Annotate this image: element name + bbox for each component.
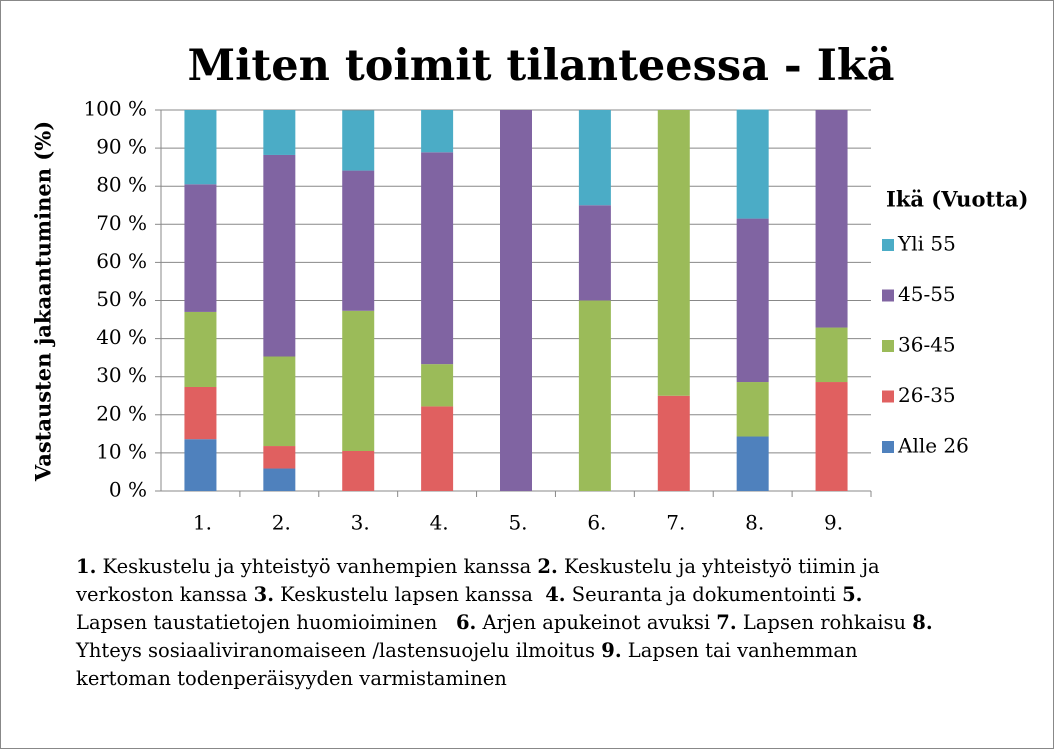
- bar-segment: [578, 110, 611, 206]
- legend-label: Alle 26: [897, 434, 969, 458]
- bar-segment: [736, 436, 769, 491]
- footnote-number: 8.: [912, 611, 933, 634]
- footnote-text: Yhteys sosiaaliviranomaiseen /lastensuoj…: [76, 611, 939, 662]
- bar-segment: [184, 439, 217, 491]
- x-tick-label: 1.: [193, 511, 212, 535]
- footnote-number: 6.: [455, 611, 477, 634]
- x-tick-label: 5.: [508, 511, 527, 535]
- footnote-number: 9.: [601, 639, 622, 662]
- legend-swatch: [882, 441, 894, 453]
- footnote-text: Arjen apukeinot avuksi: [476, 611, 717, 634]
- bar-segment: [263, 446, 296, 469]
- bar-segment: [657, 395, 690, 491]
- y-tick-label: 10 %: [96, 439, 147, 463]
- bar-segment: [736, 218, 769, 383]
- footnote-text: Keskustelu lapsen kanssa: [273, 583, 546, 606]
- bar-segment: [736, 382, 769, 437]
- y-tick-label: 20 %: [96, 401, 147, 425]
- x-tick-label: 7.: [666, 511, 685, 535]
- bar-segment: [421, 364, 454, 407]
- bar-segment: [421, 110, 454, 153]
- bar-segment: [263, 356, 296, 447]
- y-tick-label: 70 %: [96, 211, 147, 235]
- legend-swatch: [882, 390, 894, 403]
- footnote-text: Lapsen rohkaisu: [736, 611, 913, 634]
- footnote-number: 3.: [253, 583, 274, 606]
- y-tick-label: 0 %: [109, 478, 147, 502]
- footnote-number: 1.: [76, 555, 97, 578]
- y-tick-label: 60 %: [96, 249, 147, 273]
- bar-segment: [578, 300, 611, 491]
- x-tick-label: 3.: [351, 511, 370, 535]
- bar-segment: [657, 110, 690, 396]
- footnote-text: Lapsen taustatietojen huomioiminen: [76, 583, 869, 634]
- bar-segment: [815, 110, 848, 328]
- legend-swatch: [882, 239, 894, 251]
- y-tick-label: 100 %: [83, 97, 147, 121]
- footnote-number: 5.: [842, 583, 863, 606]
- footnote-text: Keskustelu ja yhteistyö tiimin ja verkos…: [76, 555, 886, 606]
- legend-title: Ikä (Vuotta): [886, 187, 1028, 212]
- bar-segment: [421, 152, 454, 365]
- bar-segment: [263, 468, 296, 491]
- y-tick-label: 30 %: [96, 363, 147, 387]
- bar-segment: [736, 109, 769, 219]
- bar-segment: [815, 382, 848, 491]
- x-tick-label: 6.: [587, 511, 606, 535]
- bar-segment: [815, 327, 848, 383]
- bar-segment: [263, 154, 296, 357]
- legend-swatch: [882, 289, 894, 302]
- y-tick-label: 80 %: [96, 173, 147, 197]
- legend-swatch: [882, 340, 894, 352]
- bar-segment: [263, 110, 296, 155]
- bar-segment: [184, 184, 217, 312]
- bar-segment: [184, 110, 217, 185]
- footnote: 1. Keskustelu ja yhteistyö vanhempien ka…: [76, 553, 936, 693]
- legend-label: 36-45: [898, 333, 956, 357]
- footnote-number: 7.: [716, 611, 737, 634]
- legend-label: 45-55: [898, 282, 956, 306]
- x-tick-label: 4.: [430, 511, 449, 535]
- y-tick-label: 40 %: [96, 325, 147, 349]
- y-axis-label: Vastausten jakaantuminen (%): [31, 121, 56, 482]
- y-tick-label: 50 %: [96, 287, 147, 311]
- chart: Miten toimit tilanteessa - Ikä Vastauste…: [31, 41, 1029, 535]
- bar-segment: [500, 110, 532, 491]
- chart-title: Miten toimit tilanteessa - Ikä: [187, 41, 894, 91]
- y-tick-label: 90 %: [96, 135, 147, 159]
- legend-label: 26-35: [898, 383, 956, 407]
- bar-segment: [342, 310, 375, 451]
- footnote-text: Lapsen tai vanhemman kertoman todenperäi…: [76, 639, 864, 690]
- legend-label: Yli 55: [897, 232, 956, 256]
- bar-segment: [184, 311, 217, 387]
- bar-segment: [342, 110, 375, 171]
- footnote-text: Seuranta ja dokumentointi: [565, 583, 843, 606]
- bar-segment: [342, 450, 375, 491]
- bar-segment: [578, 205, 611, 301]
- x-tick-label: 8.: [745, 511, 764, 535]
- x-tick-label: 9.: [824, 511, 843, 535]
- bar-segment: [342, 170, 375, 311]
- bar-segment: [421, 406, 454, 491]
- footnote-number: 4.: [545, 583, 566, 606]
- x-tick-label: 2.: [272, 511, 291, 535]
- footnote-text: Keskustelu ja yhteistyö vanhempien kanss…: [96, 555, 538, 578]
- bar-segment: [184, 386, 217, 440]
- footnote-number: 2.: [537, 555, 558, 578]
